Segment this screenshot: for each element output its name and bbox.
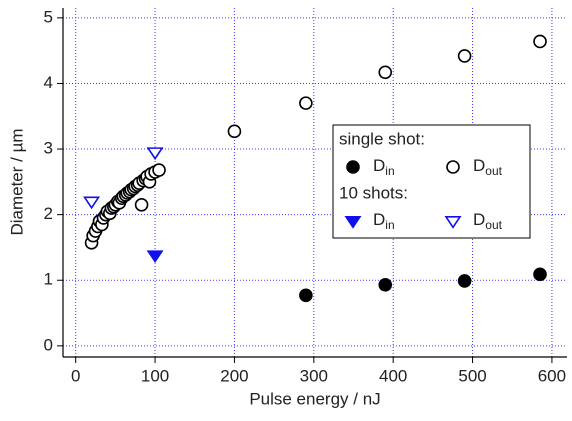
point: [457, 274, 472, 288]
x-tick-label: 600: [538, 366, 566, 385]
x-tick-label: 100: [141, 366, 169, 385]
point: [533, 34, 547, 49]
legend-label-sub: in: [385, 164, 394, 178]
y-tick-label: 5: [44, 7, 53, 26]
x-tick-label: 200: [220, 366, 248, 385]
point: [227, 124, 242, 139]
point: [378, 278, 393, 292]
legend-label-main: D: [473, 210, 485, 229]
legend-label: Dout: [473, 210, 503, 232]
y-tick-label: 4: [44, 73, 53, 92]
point: [533, 267, 547, 282]
y-tick-label: 1: [44, 270, 53, 289]
point: [146, 147, 164, 161]
point: [134, 198, 149, 212]
legend-label-sub: out: [485, 218, 502, 232]
y-tick-label: 3: [44, 139, 53, 158]
x-tick-label: 400: [379, 366, 407, 385]
point: [83, 196, 101, 210]
legend-label-sub: out: [485, 164, 502, 178]
legend-group-title: single shot:: [339, 129, 425, 148]
legend-marker: [344, 216, 362, 229]
legend-label-sub: in: [385, 218, 394, 232]
legend-box: [332, 124, 531, 239]
legend-marker: [446, 160, 460, 174]
point: [378, 65, 393, 80]
point: [299, 96, 313, 110]
x-tick-label: 500: [458, 366, 486, 385]
point: [299, 288, 313, 303]
legend-label-main: D: [373, 210, 385, 229]
legend-group-title: 10 shots:: [339, 183, 408, 202]
legend-label-main: D: [473, 156, 485, 175]
point: [457, 49, 472, 63]
x-tick-label: 0: [71, 366, 80, 385]
legend-label: Dout: [473, 156, 503, 178]
y-tick-label: 2: [44, 204, 53, 223]
legend-marker: [346, 160, 360, 174]
x-tick-label: 300: [300, 366, 328, 385]
point: [146, 250, 164, 264]
y-tick-label: 0: [44, 335, 53, 354]
y-axis-label: Diameter / µm: [7, 128, 26, 235]
legend-label: Din: [373, 210, 395, 232]
x-axis-label: Pulse energy / nJ: [249, 389, 380, 408]
legend-label: Din: [373, 156, 395, 178]
legend-marker: [444, 216, 462, 229]
legend-label-main: D: [373, 156, 385, 175]
point: [152, 163, 166, 177]
